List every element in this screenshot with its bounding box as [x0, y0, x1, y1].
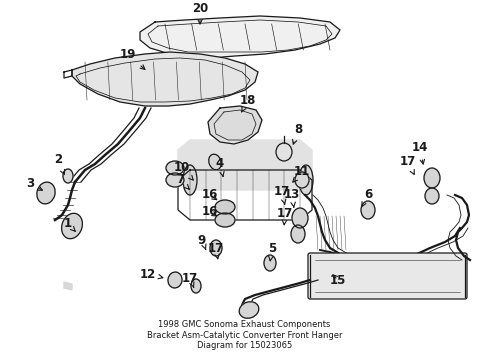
Polygon shape	[72, 52, 258, 106]
Ellipse shape	[275, 143, 291, 161]
Text: 18: 18	[239, 94, 256, 112]
Polygon shape	[64, 282, 72, 290]
Ellipse shape	[61, 213, 82, 239]
Text: 2: 2	[54, 153, 64, 174]
Ellipse shape	[209, 240, 222, 256]
Ellipse shape	[165, 161, 183, 175]
Text: 11: 11	[292, 166, 309, 182]
Text: 12: 12	[140, 267, 163, 280]
Ellipse shape	[423, 168, 439, 188]
Ellipse shape	[183, 165, 197, 195]
Text: 17: 17	[273, 185, 289, 204]
Ellipse shape	[360, 201, 374, 219]
Text: 9: 9	[198, 234, 206, 249]
Text: 4: 4	[215, 157, 224, 176]
Text: 17: 17	[399, 156, 415, 175]
Ellipse shape	[424, 188, 438, 204]
FancyBboxPatch shape	[307, 253, 466, 299]
Text: 8: 8	[292, 123, 302, 144]
Text: 16: 16	[202, 189, 218, 202]
Polygon shape	[178, 140, 311, 190]
Text: 3: 3	[26, 177, 42, 190]
Text: 14: 14	[411, 141, 427, 164]
Text: 1: 1	[64, 217, 75, 231]
Polygon shape	[207, 106, 262, 144]
Ellipse shape	[298, 165, 312, 195]
Text: 5: 5	[267, 242, 276, 261]
Ellipse shape	[165, 173, 183, 187]
Text: 13: 13	[284, 189, 300, 207]
Ellipse shape	[215, 200, 235, 214]
Polygon shape	[140, 16, 339, 58]
Ellipse shape	[290, 225, 305, 243]
Text: 7: 7	[176, 174, 189, 189]
Text: 20: 20	[191, 1, 208, 24]
Text: 15: 15	[329, 274, 346, 287]
Text: 17: 17	[276, 207, 292, 225]
Text: 16: 16	[202, 206, 218, 219]
Text: 19: 19	[120, 49, 144, 69]
Text: 10: 10	[174, 162, 193, 180]
Text: 6: 6	[361, 189, 371, 207]
Ellipse shape	[294, 172, 308, 188]
Ellipse shape	[191, 279, 201, 293]
Ellipse shape	[291, 208, 307, 228]
Text: 17: 17	[207, 242, 224, 259]
Ellipse shape	[208, 154, 221, 170]
Ellipse shape	[215, 213, 235, 227]
Ellipse shape	[239, 302, 258, 318]
Text: 1998 GMC Sonoma Exhaust Components
Bracket Asm-Catalytic Converter Front Hanger
: 1998 GMC Sonoma Exhaust Components Brack…	[146, 320, 342, 350]
Ellipse shape	[37, 182, 55, 204]
Ellipse shape	[63, 169, 73, 183]
Ellipse shape	[167, 272, 182, 288]
Text: 17: 17	[182, 271, 198, 287]
Ellipse shape	[264, 255, 275, 271]
